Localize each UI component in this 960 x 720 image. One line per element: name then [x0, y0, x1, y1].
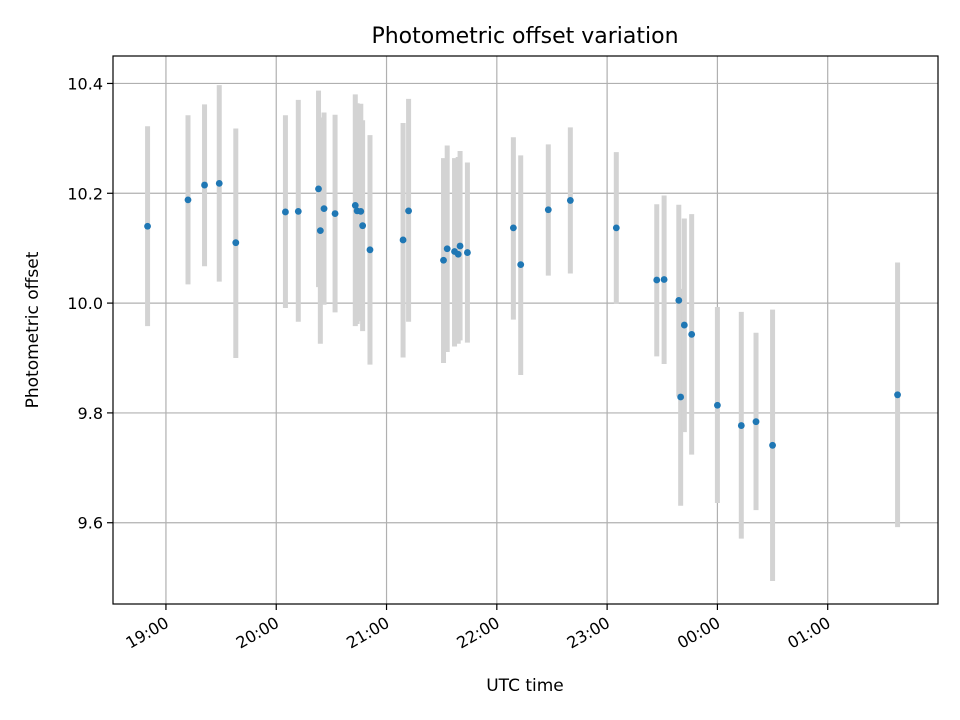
data-point — [894, 391, 901, 399]
data-point — [464, 249, 471, 256]
data-point — [509, 224, 517, 232]
data-point — [294, 207, 302, 215]
y-tick-label: 9.6 — [78, 514, 103, 533]
data-point — [357, 207, 365, 215]
data-point — [144, 222, 151, 230]
data-point — [737, 422, 745, 429]
data-point — [675, 296, 683, 304]
y-tick-label: 10.0 — [67, 294, 103, 313]
data-point — [320, 205, 328, 213]
data-point — [282, 208, 289, 216]
data-point — [366, 246, 374, 254]
data-point — [316, 227, 324, 235]
data-point — [680, 321, 688, 329]
data-point — [769, 441, 776, 449]
data-point — [688, 330, 696, 338]
data-points — [144, 179, 901, 449]
y-tick-label: 10.2 — [67, 184, 103, 203]
y-tick-label: 9.8 — [78, 404, 103, 423]
x-axis-label: UTC time — [486, 676, 564, 696]
chart-title: Photometric offset variation — [371, 24, 678, 49]
data-point — [454, 250, 462, 258]
data-point — [184, 196, 192, 204]
data-point — [331, 210, 339, 217]
y-axis-ticks: 9.6 9.8 10.0 10.2 10.4 — [67, 74, 113, 533]
data-point — [566, 197, 574, 204]
data-point — [215, 179, 223, 187]
data-point — [359, 222, 367, 230]
data-point — [612, 224, 620, 232]
data-point — [201, 181, 208, 189]
data-point — [315, 185, 322, 193]
data-point — [232, 239, 240, 247]
data-point — [456, 242, 464, 250]
data-point — [440, 256, 447, 264]
data-point — [653, 276, 661, 284]
data-point — [752, 418, 760, 426]
plot-frame — [112, 55, 939, 605]
data-point — [677, 393, 685, 401]
data-point — [517, 261, 525, 269]
data-point — [351, 201, 359, 209]
data-point — [714, 401, 721, 409]
data-point — [544, 206, 552, 214]
data-point — [405, 207, 412, 215]
data-point — [660, 276, 668, 283]
y-tick-label: 10.4 — [67, 74, 103, 93]
data-point — [443, 245, 451, 253]
data-point — [399, 236, 407, 244]
y-axis-label: Photometric offset — [23, 251, 43, 408]
